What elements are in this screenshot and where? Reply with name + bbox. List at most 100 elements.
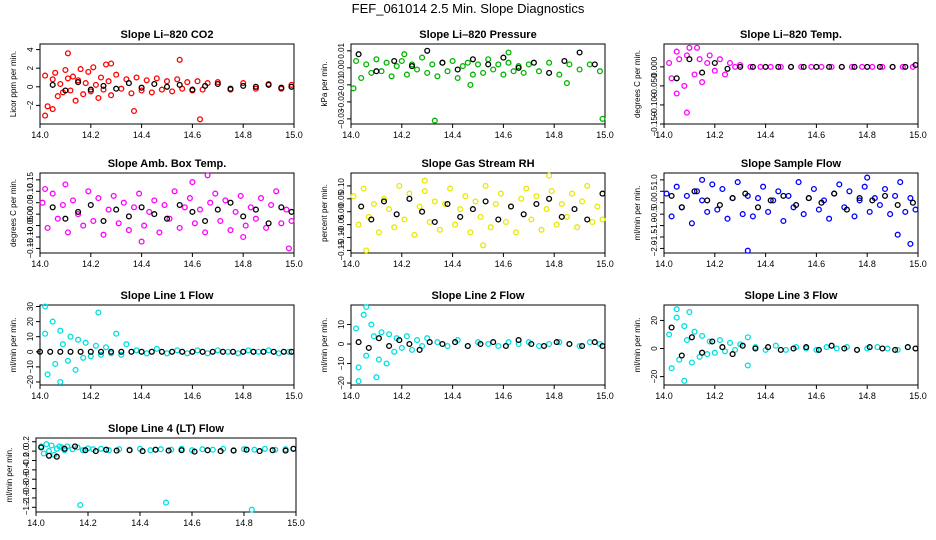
- black-point: [406, 195, 413, 202]
- y-axis-label: Licor ppm per min.: [9, 51, 18, 117]
- data-point: [907, 195, 914, 202]
- black-point: [152, 446, 159, 453]
- data-point: [464, 59, 471, 66]
- black-point: [686, 56, 693, 63]
- data-point: [261, 445, 268, 452]
- data-point: [263, 224, 270, 231]
- data-point: [130, 107, 138, 115]
- data-point: [373, 56, 380, 63]
- data-point: [546, 340, 553, 348]
- data-point: [795, 179, 802, 186]
- black-point: [528, 340, 535, 348]
- data-point: [194, 78, 201, 85]
- data-point: [757, 63, 764, 70]
- black-point: [47, 348, 54, 355]
- black-point: [729, 351, 736, 358]
- data-point: [815, 206, 822, 213]
- panel-title: Slope Li–820 CO2: [121, 29, 214, 41]
- data-point: [39, 199, 46, 206]
- data-point: [528, 216, 535, 223]
- data-point: [184, 350, 191, 357]
- y-tick-label: 10: [26, 332, 35, 341]
- y-tick-label: −20: [337, 376, 346, 390]
- black-point: [790, 345, 797, 352]
- data-point: [375, 229, 382, 236]
- plot-frame: [35, 437, 297, 513]
- black-point: [128, 348, 135, 355]
- black-point: [113, 206, 120, 213]
- y-tick-label: 2: [26, 65, 35, 70]
- panel-title: Slope Line 2 Flow: [432, 290, 525, 302]
- data-point: [912, 206, 919, 213]
- data-point: [553, 221, 560, 228]
- data-point: [162, 499, 170, 506]
- data-point: [148, 89, 155, 96]
- data-point: [105, 206, 112, 213]
- x-tick-label: 14.4: [444, 259, 462, 269]
- x-tick-label: 14.0: [31, 391, 49, 401]
- black-point: [815, 346, 822, 353]
- data-point: [105, 447, 112, 454]
- x-tick-label: 14.6: [184, 259, 202, 269]
- data-point: [663, 190, 670, 197]
- data-point: [186, 195, 193, 202]
- panel-9: Slope Line 3 Flow 14.0 14.2 14.4 14.6 14.8 15.…: [633, 290, 927, 401]
- data-point: [485, 340, 492, 348]
- black-point: [711, 59, 718, 67]
- data-point: [709, 181, 716, 188]
- data-point: [691, 71, 698, 78]
- black-point: [67, 348, 74, 355]
- y-tick-label: −0.150: [650, 111, 659, 136]
- data-point: [510, 68, 517, 75]
- y-tick-label: 0: [650, 346, 659, 351]
- data-point: [699, 176, 706, 183]
- black-point: [495, 216, 502, 223]
- data-point: [586, 339, 593, 346]
- black-point: [288, 83, 295, 90]
- y-tick-label: 10: [337, 320, 346, 329]
- y-tick-label: −1.2: [22, 499, 31, 515]
- data-point: [386, 331, 393, 338]
- data-point: [380, 195, 388, 202]
- panel-title: Slope Li–820 Temp.: [740, 29, 842, 41]
- data-point: [52, 360, 59, 367]
- data-point: [704, 59, 711, 67]
- data-point: [699, 332, 706, 339]
- data-point: [691, 328, 698, 335]
- x-tick-label: 14.4: [444, 130, 462, 140]
- data-point: [747, 63, 754, 70]
- black-point: [202, 82, 209, 89]
- black-point: [189, 86, 196, 93]
- data-point: [72, 366, 79, 373]
- black-point: [709, 338, 716, 345]
- black-point: [386, 342, 393, 350]
- data-point: [599, 216, 606, 223]
- black-point: [75, 79, 82, 86]
- x-tick-label: 14.8: [234, 130, 252, 140]
- data-point: [482, 182, 489, 189]
- data-point: [874, 344, 881, 351]
- y-tick-label: −20: [650, 369, 659, 383]
- x-tick-label: 14.4: [133, 391, 151, 401]
- black-point: [490, 339, 497, 346]
- black-point: [856, 195, 863, 202]
- data-point: [95, 94, 102, 102]
- data-point: [75, 211, 82, 218]
- data-point: [706, 52, 713, 59]
- data-point: [133, 347, 140, 354]
- data-point: [502, 218, 509, 226]
- y-tick-label: 0: [26, 349, 35, 354]
- data-point: [744, 247, 751, 254]
- data-point: [894, 231, 901, 238]
- data-point: [563, 213, 570, 220]
- black-point: [881, 192, 889, 199]
- data-point: [120, 199, 127, 206]
- data-point: [151, 197, 158, 204]
- panel-title: Slope Line 1 Flow: [121, 290, 214, 302]
- data-point: [424, 69, 431, 76]
- black-point: [553, 339, 560, 346]
- data-point: [245, 347, 252, 354]
- black-point: [426, 339, 433, 346]
- black-point: [163, 83, 171, 90]
